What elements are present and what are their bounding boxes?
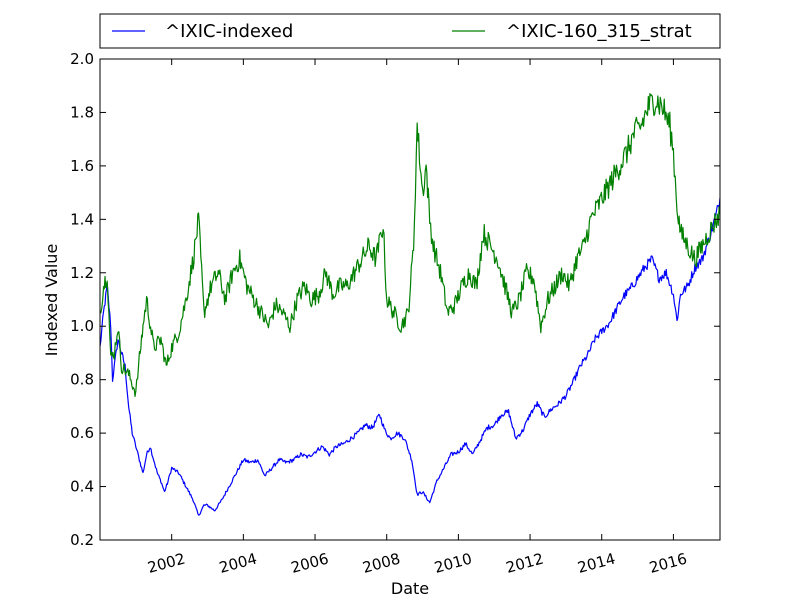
y-tick-label: 0.8 [70, 371, 94, 389]
y-tick-label: 0.2 [70, 531, 94, 549]
x-axis-label: Date [391, 579, 429, 598]
y-axis: 0.2 0.4 0.6 0.8 1.0 1.2 1.4 1.6 1.8 2.0 [70, 50, 720, 549]
y-tick-label: 0.6 [70, 424, 94, 442]
plot-frame [99, 58, 721, 541]
y-tick-label: 1.8 [70, 103, 94, 121]
legend: ^IXIC-indexed ^IXIC-160_315_strat [99, 13, 721, 49]
legend-label-ixic-indexed: ^IXIC-indexed [165, 21, 293, 42]
y-tick-label: 2.0 [70, 50, 94, 68]
legend-label-ixic-strat: ^IXIC-160_315_strat [506, 21, 692, 42]
series-line-ixic-strat [100, 93, 720, 398]
y-tick-label: 0.4 [70, 478, 94, 496]
y-tick-label: 1.6 [70, 157, 94, 175]
y-tick-label: 1.0 [70, 317, 94, 335]
legend-box [99, 13, 721, 49]
plot-area [99, 58, 721, 541]
series-layer [100, 93, 720, 516]
y-tick-label: 1.2 [70, 264, 94, 282]
y-axis-label: Indexed Value [42, 244, 61, 357]
y-tick-label: 1.4 [70, 210, 94, 228]
series-line-ixic-indexed [100, 197, 720, 516]
